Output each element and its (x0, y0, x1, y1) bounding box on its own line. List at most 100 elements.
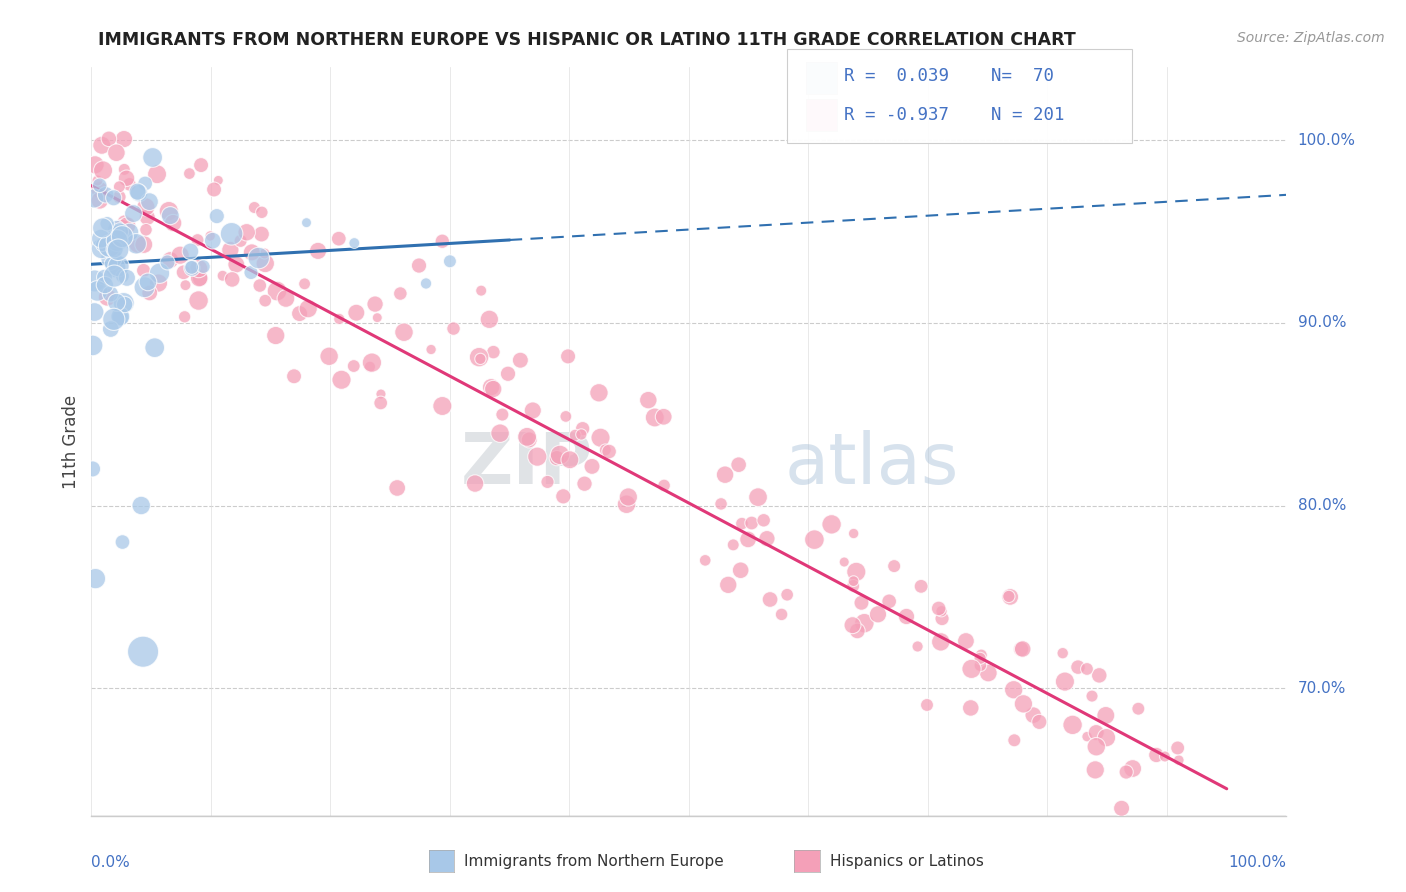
Point (755, 532, 778, 546)
Point (253, 246, 276, 260)
Point (883, 559, 905, 574)
Point (148, 276, 170, 290)
Point (1111, 801, 1133, 815)
Point (91, 221, 114, 235)
Point (617, 490, 640, 504)
Point (915, 698, 938, 712)
Point (776, 588, 799, 602)
Point (1084, 763, 1107, 777)
Point (491, 408, 513, 422)
Point (1085, 739, 1108, 754)
Point (1022, 708, 1045, 723)
Point (652, 409, 675, 424)
Point (598, 444, 620, 458)
Point (820, 517, 842, 532)
Point (283, 369, 305, 384)
Point (135, 223, 157, 237)
Point (122, 206, 145, 220)
Text: IMMIGRANTS FROM NORTHERN EUROPE VS HISPANIC OR LATINO 11TH GRADE CORRELATION CHA: IMMIGRANTS FROM NORTHERN EUROPE VS HISPA… (98, 31, 1076, 49)
Y-axis label: 11th Grade: 11th Grade (62, 394, 80, 489)
Point (366, 310, 388, 325)
Point (91, 163, 114, 178)
Point (470, 351, 492, 366)
Point (907, 640, 929, 654)
Point (1062, 718, 1084, 732)
Point (90, 138, 112, 153)
Point (247, 251, 270, 265)
Point (1012, 697, 1035, 711)
Point (105, 222, 128, 236)
Point (443, 321, 465, 335)
Point (803, 533, 825, 547)
Point (118, 225, 141, 239)
Point (553, 489, 575, 503)
Point (1010, 642, 1032, 657)
Point (589, 431, 612, 445)
Point (546, 451, 568, 466)
Point (969, 658, 991, 673)
Point (536, 475, 558, 489)
Point (866, 607, 889, 622)
Point (558, 452, 581, 467)
Point (105, 295, 128, 310)
Point (1154, 749, 1177, 764)
Point (432, 399, 454, 413)
Point (211, 268, 233, 283)
Point (1081, 689, 1104, 703)
Point (135, 200, 157, 214)
Point (112, 132, 135, 146)
Point (240, 266, 263, 280)
Point (931, 611, 953, 625)
Point (82, 462, 104, 476)
Point (98, 239, 121, 253)
Point (361, 356, 384, 370)
Point (1076, 730, 1098, 744)
Point (187, 261, 209, 276)
Point (1095, 731, 1118, 745)
Point (741, 516, 763, 530)
Text: Immigrants from Northern Europe: Immigrants from Northern Europe (464, 855, 724, 869)
Point (90, 232, 112, 246)
Point (90, 242, 112, 256)
Point (420, 343, 443, 357)
Point (96, 217, 118, 231)
Point (115, 219, 138, 233)
Point (1002, 682, 1025, 697)
Point (207, 173, 229, 187)
Text: atlas: atlas (785, 430, 959, 499)
Text: Hispanics or Latinos: Hispanics or Latinos (830, 855, 983, 869)
Point (107, 225, 129, 239)
Point (84, 158, 107, 172)
Point (264, 328, 287, 343)
Text: Source: ZipAtlas.com: Source: ZipAtlas.com (1237, 31, 1385, 45)
Point (103, 312, 125, 326)
Point (496, 367, 519, 381)
Point (1167, 741, 1189, 756)
Point (132, 263, 155, 277)
Point (482, 382, 505, 396)
Point (998, 590, 1021, 604)
Point (103, 269, 125, 284)
Point (770, 607, 793, 622)
Point (129, 499, 152, 513)
Point (359, 359, 381, 374)
Point (752, 513, 775, 527)
Point (94, 278, 117, 293)
Point (832, 555, 855, 569)
Point (107, 259, 129, 273)
Point (83, 191, 105, 205)
Point (111, 229, 134, 244)
Point (180, 260, 202, 275)
Point (959, 701, 981, 715)
Point (103, 191, 125, 205)
Point (759, 592, 782, 607)
Point (198, 228, 221, 243)
Text: 0.0%: 0.0% (91, 855, 131, 870)
Point (136, 275, 159, 289)
Point (111, 269, 134, 284)
Point (266, 284, 288, 298)
Point (173, 265, 195, 279)
Point (387, 481, 409, 495)
Point (392, 325, 415, 339)
Point (105, 145, 128, 160)
